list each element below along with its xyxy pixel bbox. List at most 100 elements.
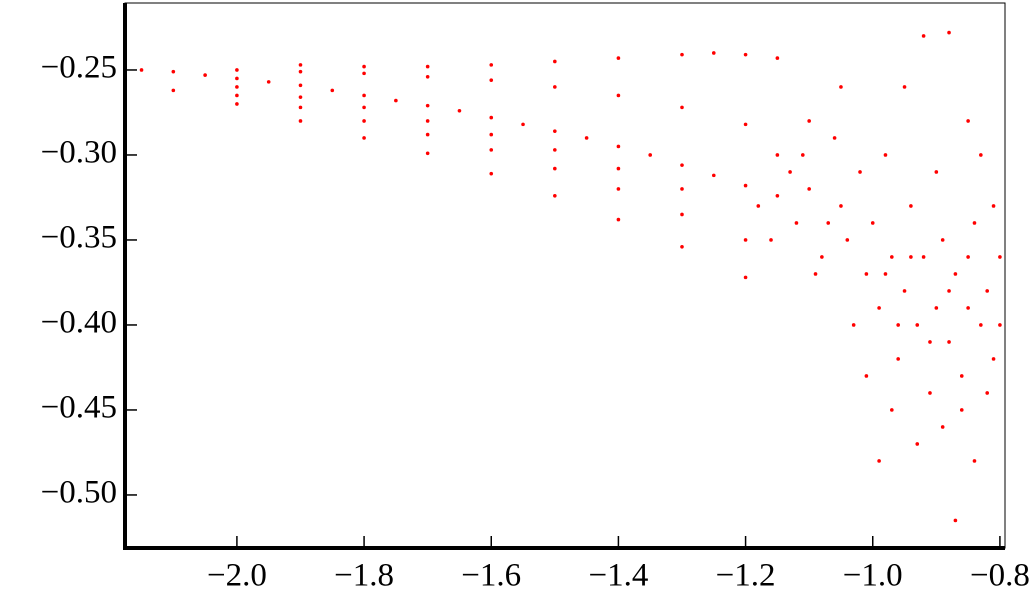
point [489,171,494,176]
point [940,238,945,242]
point [991,357,996,361]
point [235,85,239,89]
point [553,148,557,152]
point [813,272,818,276]
y-tick-label: −0.45 [41,390,117,426]
point [896,323,900,327]
point [839,204,843,208]
point [877,459,881,463]
point [756,204,761,208]
point [489,132,494,137]
point [959,374,964,378]
point [883,272,888,276]
point [934,170,939,174]
point [979,323,983,327]
point [985,391,989,395]
point [807,119,811,123]
point [489,78,494,82]
point [298,69,303,74]
point [769,238,773,242]
point [489,148,494,152]
point [743,52,748,57]
point [584,136,589,140]
point [985,289,989,293]
x-tick-label: −1.8 [334,558,394,594]
point [743,122,748,127]
y-tick-label: −0.25 [41,50,117,86]
point [743,275,748,280]
point [972,221,977,225]
x-tick-label: −2.0 [207,558,267,594]
point [959,408,964,412]
point [991,204,996,208]
point [425,64,430,69]
point [972,459,977,463]
point [616,217,621,222]
point [457,108,462,113]
point [775,153,780,157]
point [362,64,366,69]
point [998,255,1002,259]
x-tick-label: −1.4 [588,558,648,594]
point [864,272,869,276]
point [553,59,557,64]
point [896,357,900,361]
point [947,340,951,344]
point [864,374,869,378]
point [909,255,913,259]
point [298,105,303,110]
point [915,442,920,446]
x-tick-label: −1.2 [716,558,776,594]
point [616,56,621,60]
point [171,88,176,93]
point [648,153,653,157]
x-tick-label: −1.6 [461,558,521,594]
point [235,76,239,81]
point [680,52,684,57]
point [890,255,894,259]
point [362,136,366,140]
point [203,73,207,77]
x-tick-label: −1.0 [843,558,903,594]
point [915,323,920,327]
y-tick-label: −0.30 [41,135,117,171]
point [921,34,926,38]
point [553,129,557,133]
point [616,187,621,191]
point [711,173,716,178]
point [743,238,748,242]
point [553,166,557,171]
point [362,93,366,98]
point [851,323,856,327]
y-tick-label: −0.35 [41,220,117,256]
point [425,103,430,108]
point [966,255,970,259]
point [489,63,494,67]
point [979,153,983,157]
point [921,255,926,259]
point [235,93,239,98]
point [902,289,907,293]
point [362,71,366,76]
x-tick-label: −0.8 [970,558,1030,594]
plot-frame [124,2,1006,549]
point [394,98,398,103]
point [425,119,430,123]
point [801,153,805,157]
point [940,425,945,429]
point [966,306,970,310]
point [362,119,366,123]
point [794,221,799,225]
point [909,204,913,208]
point [330,88,335,93]
point [953,518,958,523]
point [845,238,850,242]
point [235,68,239,72]
point [902,85,907,89]
point [425,132,430,137]
point [425,74,430,79]
point [832,136,837,140]
point [947,30,951,35]
point [998,323,1002,327]
